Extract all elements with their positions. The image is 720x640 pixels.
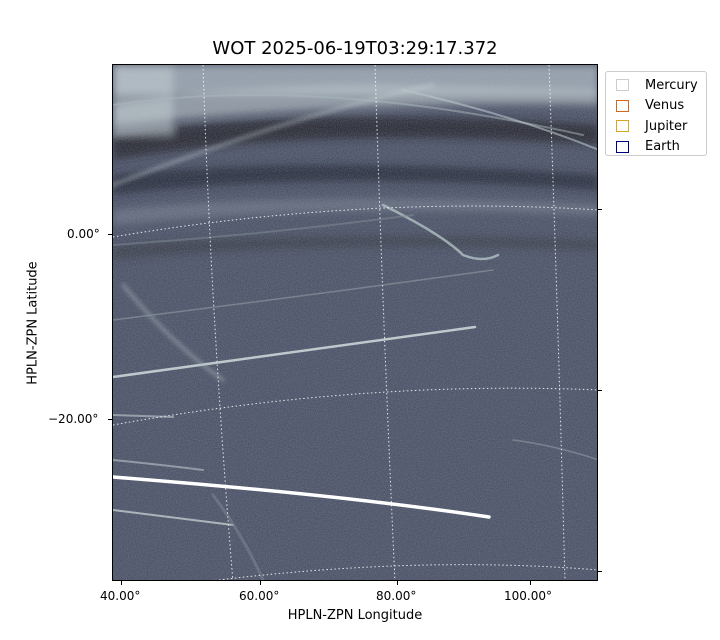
legend-item: Jupiter [616,116,706,137]
x-axis-label: HPLN-ZPN Longitude [287,608,423,623]
x-tick-mark [121,581,122,585]
right-tick-mark [598,390,602,391]
x-tick-label: 60.00° [239,589,280,603]
legend-item: Earth [616,137,706,158]
legend-label: Mercury [645,77,698,93]
legend-label: Venus [645,98,685,114]
legend-swatch-icon [616,79,629,92]
legend-item: Venus [616,96,706,117]
right-tick-mark [598,571,602,572]
y-tick-mark [108,419,112,420]
legend-item: Mercury [616,75,706,96]
legend-swatch-icon [616,120,629,133]
y-tick-mark [108,234,112,235]
legend-swatch-icon [616,140,629,153]
legend-label: Earth [645,139,680,155]
x-tick-mark [530,581,531,585]
y-axis-label: HPLN-ZPN Latitude [25,261,41,385]
y-tick-label: −20.00° [48,412,99,426]
x-tick-mark [260,581,261,585]
right-tick-mark [598,209,602,210]
legend-swatch-icon [616,99,629,112]
x-tick-label: 100.00° [504,589,552,603]
heliospheric-image [112,64,598,581]
plot-title: WOT 2025-06-19T03:29:17.372 [212,38,498,59]
legend: Mercury Venus Jupiter Earth [605,71,707,156]
x-tick-label: 40.00° [100,589,141,603]
x-tick-label: 80.00° [376,589,417,603]
x-tick-mark [397,581,398,585]
y-tick-label: 0.00° [67,227,100,241]
legend-label: Jupiter [645,118,688,134]
image-canvas [113,65,597,580]
